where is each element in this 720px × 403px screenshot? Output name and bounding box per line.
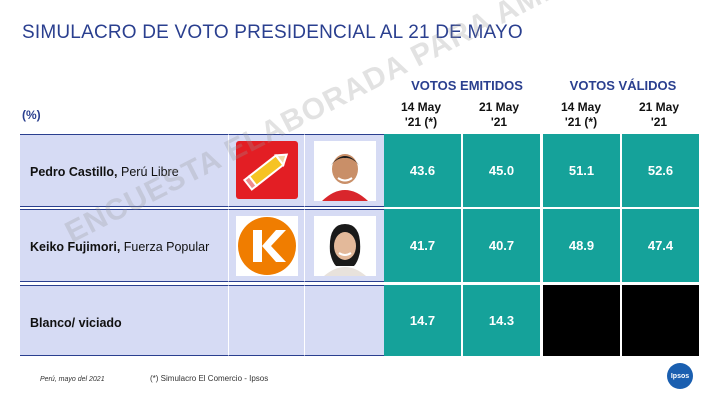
party-name: Fuerza Popular xyxy=(120,240,210,254)
value-blanco-2: 14.3 xyxy=(463,285,540,356)
unit-label: (%) xyxy=(22,108,41,122)
castillo-photo-cell xyxy=(304,134,384,207)
column-header-3-line1: 14 May xyxy=(560,100,602,114)
value-castillo-3: 51.1 xyxy=(543,134,620,207)
table-row-castillo-name: Pedro Castillo, Perú Libre xyxy=(20,134,228,207)
value-castillo-2: 45.0 xyxy=(463,134,540,207)
fujimori-photo-cell xyxy=(304,209,384,282)
column-header-1: 14 May '21 (*) xyxy=(386,100,456,130)
value-fujimori-3: 48.9 xyxy=(543,209,620,282)
value-fujimori-2: 40.7 xyxy=(463,209,540,282)
fujimori-portrait-icon xyxy=(314,216,376,276)
party-name: Perú Libre xyxy=(117,165,179,179)
table-row-fujimori-name: Keiko Fujimori, Fuerza Popular xyxy=(20,209,228,282)
fuerza-popular-logo-cell xyxy=(228,209,304,282)
value-fujimori-4: 47.4 xyxy=(622,209,699,282)
column-header-3-line2: '21 (*) xyxy=(564,115,598,129)
value-blanco-4 xyxy=(622,285,699,356)
column-header-4-line2: '21 xyxy=(650,115,668,129)
page-title: SIMULACRO DE VOTO PRESIDENCIAL AL 21 DE … xyxy=(22,22,523,43)
column-header-1-line2: '21 (*) xyxy=(404,115,438,129)
value-fujimori-1: 41.7 xyxy=(384,209,461,282)
peru-libre-logo-cell xyxy=(228,134,304,207)
castillo-portrait-icon xyxy=(314,141,376,201)
candidate-name: Pedro Castillo, xyxy=(30,165,118,179)
ipsos-logo-icon: Ipsos xyxy=(667,363,693,389)
k-logo-icon xyxy=(236,216,298,276)
value-blanco-1: 14.7 xyxy=(384,285,461,356)
column-header-2: 21 May '21 xyxy=(464,100,534,130)
candidate-name: Keiko Fujimori, xyxy=(30,240,121,254)
pencil-logo-icon xyxy=(236,141,298,199)
group-votos-emitidos: VOTOS EMITIDOS xyxy=(411,78,523,93)
value-castillo-1: 43.6 xyxy=(384,134,461,207)
column-header-4-line1: 21 May xyxy=(638,100,680,114)
column-header-2-line2: '21 xyxy=(490,115,508,129)
blank-photo-cell xyxy=(304,285,384,356)
column-header-1-line1: 14 May xyxy=(400,100,442,114)
value-blanco-3 xyxy=(543,285,620,356)
group-votos-validos: VOTOS VÁLIDOS xyxy=(569,78,677,93)
blank-logo-cell xyxy=(228,285,304,356)
column-header-4: 21 May '21 xyxy=(624,100,694,130)
footer-place-date: Perú, mayo del 2021 xyxy=(40,376,105,383)
column-header-3: 14 May '21 (*) xyxy=(546,100,616,130)
table-row-blanco-name: Blanco/ viciado xyxy=(20,285,228,356)
row-label: Blanco/ viciado xyxy=(30,316,122,330)
value-castillo-4: 52.6 xyxy=(622,134,699,207)
footer-note: (*) Simulacro El Comercio - Ipsos xyxy=(150,374,269,383)
column-header-2-line1: 21 May xyxy=(478,100,520,114)
